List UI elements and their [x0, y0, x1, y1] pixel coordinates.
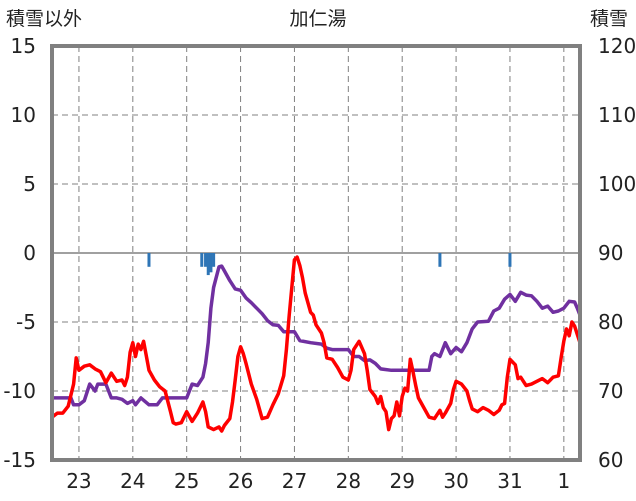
y-right-tick-label: 60 [598, 448, 623, 472]
y-right-tick-label: 70 [598, 379, 623, 403]
grid [52, 46, 580, 460]
precipitation-bar [200, 253, 204, 267]
plot-border [50, 44, 582, 462]
x-tick-label: 26 [228, 469, 253, 493]
precipitation-bar [204, 253, 208, 267]
precipitation-bar [206, 253, 210, 276]
precipitation-bar [209, 253, 213, 273]
series-lines [50, 255, 582, 433]
y-right-tick-label: 120 [598, 34, 636, 58]
right-axis-label: 積雪 [590, 8, 628, 30]
x-tick-label: 28 [336, 469, 361, 493]
y-right-tick-label: 90 [598, 241, 623, 265]
x-tick-label: 29 [389, 469, 414, 493]
x-tick-label: 27 [282, 469, 307, 493]
y-left-tick-label: 0 [23, 241, 36, 265]
y-left-tick-label: -5 [16, 310, 36, 334]
precipitation-bars [147, 253, 512, 276]
x-tick-label: 1 [557, 469, 570, 493]
y-right-tick-label: 110 [598, 103, 636, 127]
y-left-tick-label: -10 [3, 379, 36, 403]
y-left-tick-label: 10 [11, 103, 36, 127]
x-tick-label: 31 [497, 469, 522, 493]
precipitation-bar [147, 253, 151, 267]
y-right-tick-label: 80 [598, 310, 623, 334]
left-axis-label: 積雪以外 [6, 8, 82, 30]
x-tick-label: 23 [66, 469, 91, 493]
precipitation-bar [508, 253, 512, 267]
x-tick-label: 25 [174, 469, 199, 493]
plot-frame [50, 44, 582, 462]
temperature-line [50, 255, 582, 433]
snow-depth-line [50, 264, 582, 407]
precipitation-bar [212, 253, 216, 267]
y-right-tick-label: 100 [598, 172, 636, 196]
x-tick-label: 30 [443, 469, 468, 493]
y-left-tick-label: 15 [11, 34, 36, 58]
precipitation-bar [438, 253, 442, 267]
tick-labels: 15 10 5 0 -5 -10 -15 120 110 100 90 80 70 60 23 24 25 26 2… [3, 34, 636, 493]
x-tick-label: 24 [120, 469, 145, 493]
y-left-tick-label: 5 [23, 172, 36, 196]
y-left-tick-label: -15 [3, 448, 36, 472]
chart-title: 加仁湯 [289, 8, 346, 30]
